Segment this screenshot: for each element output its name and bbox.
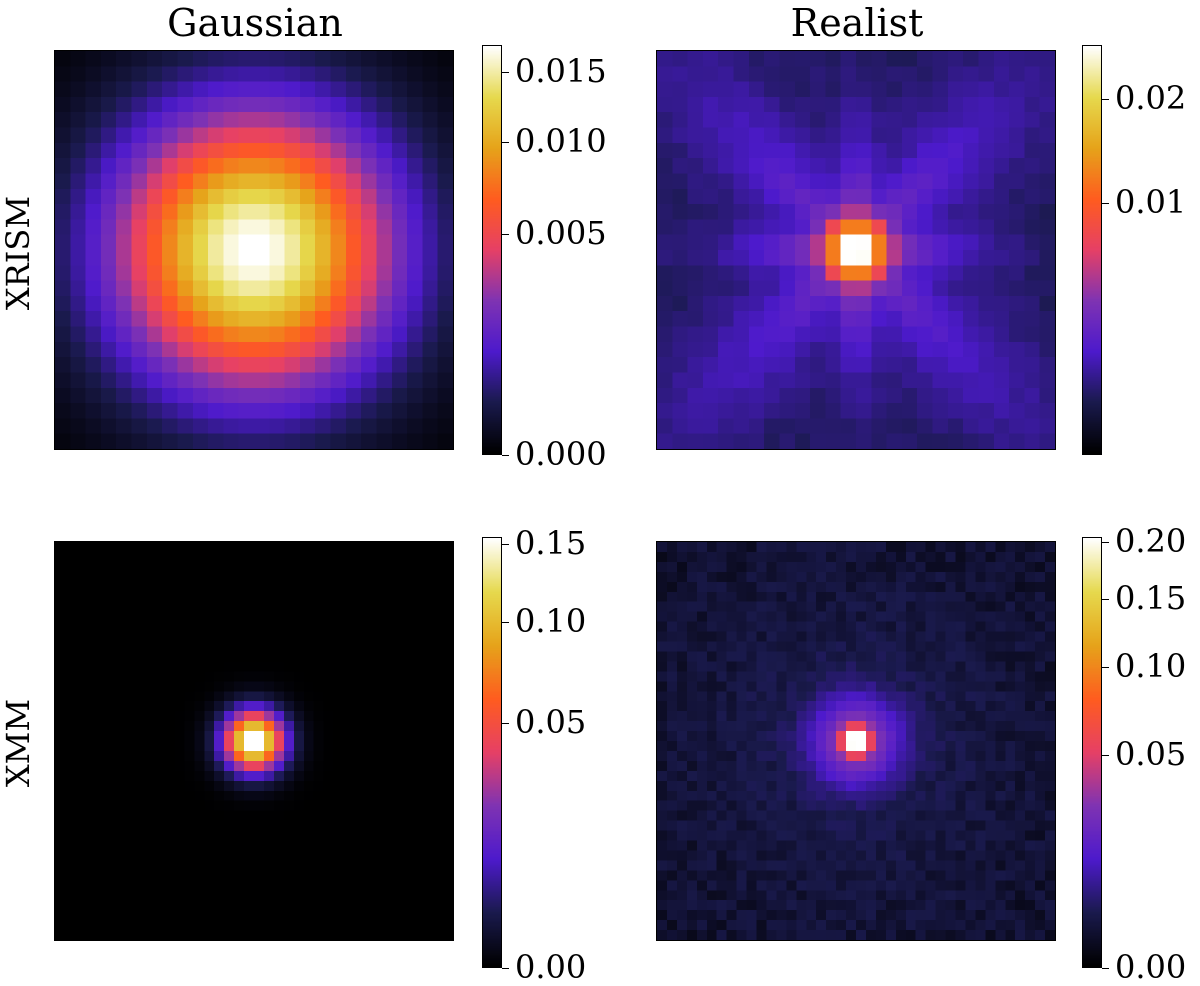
colorbar-tick-label: 0.015 (515, 52, 607, 90)
colorbar-tick (502, 234, 509, 235)
colorbar-tick (1102, 542, 1109, 543)
colorbar-tick-label: 0.000 (515, 435, 607, 473)
heatmap-xmm-realist (656, 541, 1056, 941)
colorbar-tick-label: 0.05 (1115, 735, 1187, 773)
colorbar-tick-label: 0.00 (1115, 948, 1187, 986)
heatmap-xrism-realist (656, 50, 1056, 450)
column-title-gaussian: Gaussian (167, 1, 343, 45)
colorbar-tick (1102, 667, 1109, 668)
colorbar-tick (1102, 99, 1109, 100)
colorbar-tick (1102, 203, 1109, 204)
colorbar-tick (502, 142, 509, 143)
heatmap-xrism-gaussian (54, 50, 454, 450)
colorbar-tick-label: 0.05 (515, 703, 587, 741)
colorbar-tick (1102, 968, 1109, 969)
colorbar-tick (502, 455, 509, 456)
colorbar-tick-label: 0.15 (1115, 579, 1187, 617)
colorbar-tick (1102, 755, 1109, 756)
colorbar-tick (1102, 599, 1109, 600)
colorbar-xmm-gaussian (482, 537, 502, 968)
colorbar-tick (502, 968, 509, 969)
colorbar-tick (502, 622, 509, 623)
colorbar-xrism-gaussian (482, 45, 502, 455)
row-label-xmm: XMM (0, 698, 37, 788)
colorbar-tick-label: 0.01 (1115, 183, 1187, 221)
colorbar-tick-label: 0.02 (1115, 79, 1187, 117)
colorbar-tick (502, 544, 509, 545)
colorbar-tick (502, 72, 509, 73)
heatmap-xmm-gaussian (54, 541, 454, 941)
colorbar-xmm-realist (1082, 537, 1102, 968)
colorbar-tick-label: 0.10 (1115, 647, 1187, 685)
colorbar-xrism-realist (1082, 45, 1102, 455)
colorbar-tick-label: 0.00 (515, 948, 587, 986)
colorbar-tick-label: 0.010 (515, 122, 607, 160)
colorbar-tick-label: 0.10 (515, 602, 587, 640)
colorbar-tick (502, 723, 509, 724)
colorbar-tick-label: 0.005 (515, 214, 607, 252)
colorbar-tick-label: 0.15 (515, 524, 587, 562)
row-label-xrism: XRISM (0, 195, 37, 311)
column-title-realist: Realist (790, 1, 924, 45)
colorbar-tick-label: 0.20 (1115, 522, 1187, 560)
